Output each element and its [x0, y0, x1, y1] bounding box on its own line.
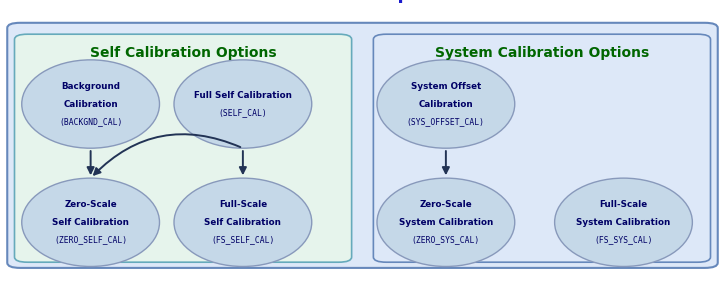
Text: Full-Scale: Full-Scale	[219, 200, 267, 209]
Text: Background: Background	[61, 82, 120, 91]
Ellipse shape	[377, 178, 515, 266]
Text: Zero-Scale: Zero-Scale	[420, 200, 472, 209]
Text: Calibration Options: Calibration Options	[265, 0, 460, 3]
Text: Self Calibration: Self Calibration	[52, 218, 129, 227]
Text: Zero-Scale: Zero-Scale	[65, 200, 117, 209]
Text: Self Calibration Options: Self Calibration Options	[90, 46, 276, 60]
Ellipse shape	[174, 178, 312, 266]
Text: System Calibration Options: System Calibration Options	[435, 46, 649, 60]
Text: (SELF_CAL): (SELF_CAL)	[218, 108, 268, 117]
FancyBboxPatch shape	[14, 34, 352, 262]
Text: (SYS_OFFSET_CAL): (SYS_OFFSET_CAL)	[407, 117, 485, 126]
Ellipse shape	[22, 60, 160, 148]
Ellipse shape	[377, 60, 515, 148]
Text: Full-Scale: Full-Scale	[600, 200, 647, 209]
Ellipse shape	[555, 178, 692, 266]
Text: Full Self Calibration: Full Self Calibration	[194, 91, 291, 100]
Text: Calibration: Calibration	[418, 99, 473, 109]
Text: (BACKGND_CAL): (BACKGND_CAL)	[59, 117, 123, 126]
Text: System Calibration: System Calibration	[399, 218, 493, 227]
Text: System Offset: System Offset	[411, 82, 481, 91]
Text: (FS_SELF_CAL): (FS_SELF_CAL)	[211, 235, 275, 245]
Ellipse shape	[174, 60, 312, 148]
Text: (ZERO_SELF_CAL): (ZERO_SELF_CAL)	[54, 235, 127, 245]
Text: System Calibration: System Calibration	[576, 218, 671, 227]
Text: (FS_SYS_CAL): (FS_SYS_CAL)	[594, 235, 652, 245]
Text: (ZERO_SYS_CAL): (ZERO_SYS_CAL)	[412, 235, 480, 245]
Text: Calibration: Calibration	[63, 99, 118, 109]
FancyBboxPatch shape	[373, 34, 710, 262]
Ellipse shape	[22, 178, 160, 266]
Text: Self Calibration: Self Calibration	[204, 218, 281, 227]
FancyBboxPatch shape	[7, 23, 718, 268]
